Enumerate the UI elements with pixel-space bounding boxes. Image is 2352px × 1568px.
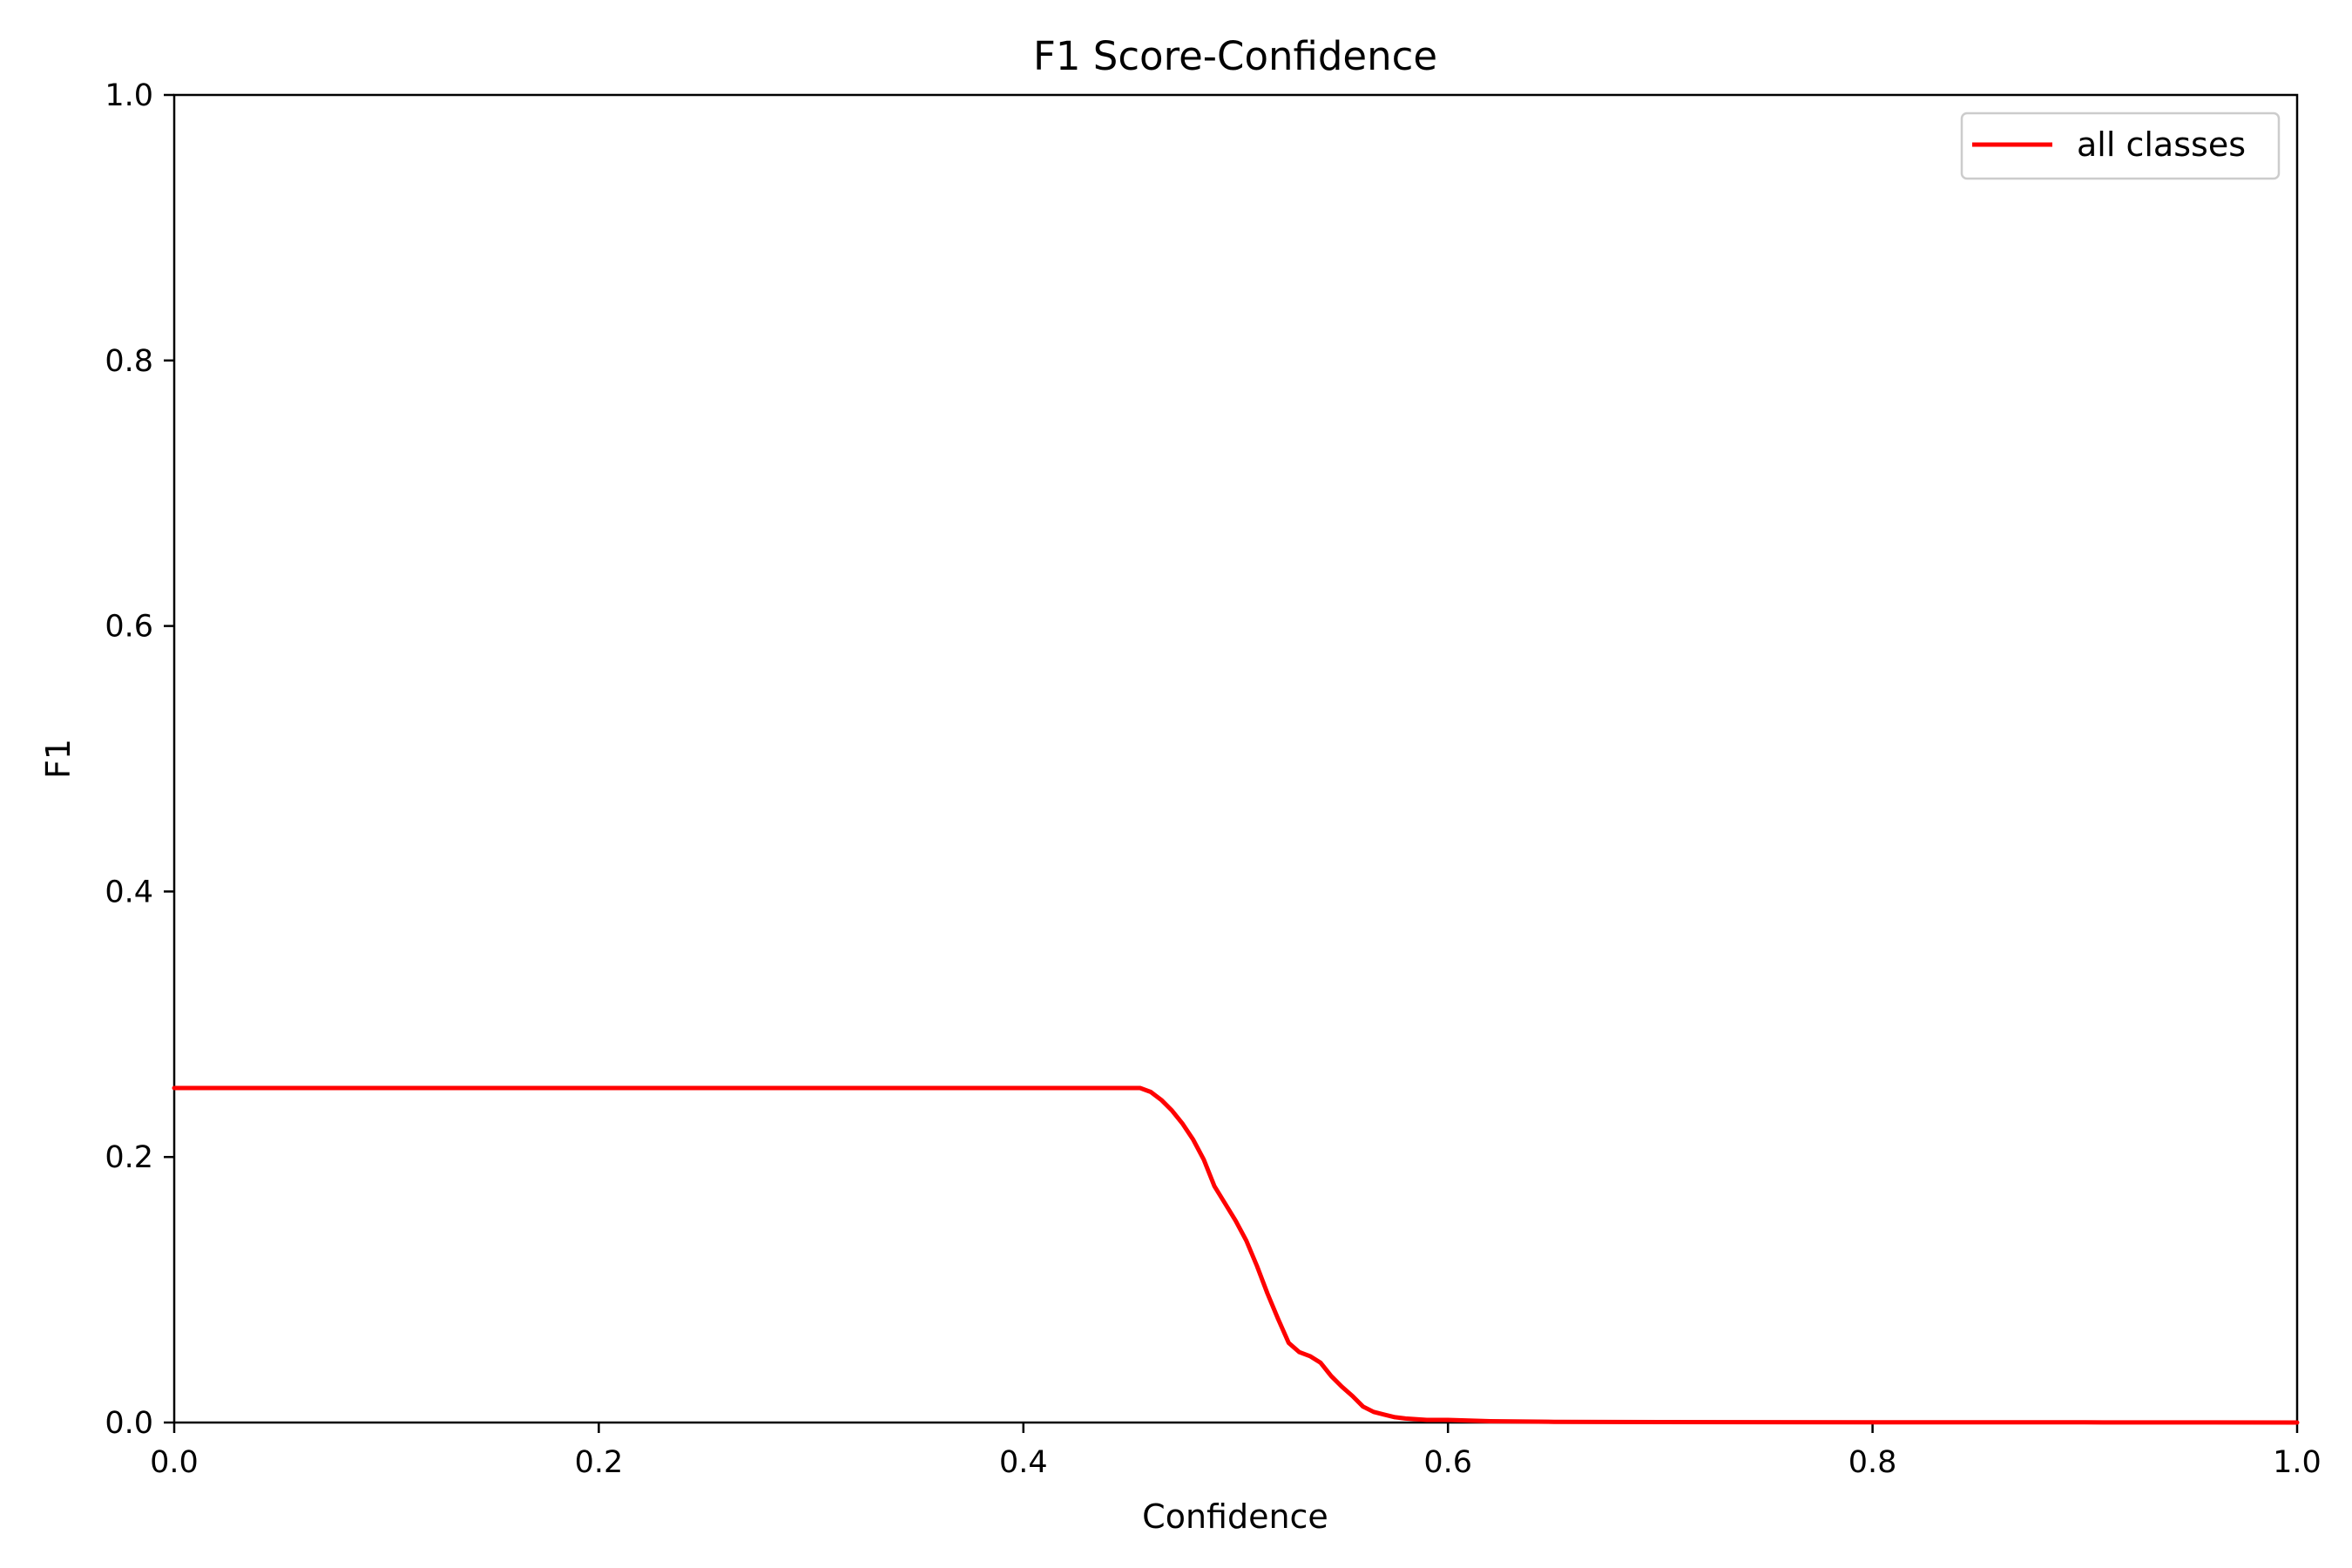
y-axis-title: F1 xyxy=(39,739,78,779)
y-tick-label: 0.6 xyxy=(105,610,153,645)
x-axis: 0.0 0.2 0.4 0.6 0.8 1.0 xyxy=(150,1423,2322,1480)
x-tick-label: 0.6 xyxy=(1423,1445,1472,1480)
x-tick-label: 0.2 xyxy=(575,1445,624,1480)
series-line-all-classes xyxy=(172,1085,2300,1425)
x-tick-label: 0.8 xyxy=(1848,1445,1897,1480)
y-tick-label: 1.0 xyxy=(105,78,153,113)
x-tick-label: 0.0 xyxy=(150,1445,199,1480)
y-tick-label: 0.2 xyxy=(105,1140,153,1175)
x-tick-label: 0.4 xyxy=(999,1445,1048,1480)
x-tick-label: 1.0 xyxy=(2273,1445,2322,1480)
plot-frame xyxy=(172,93,2299,1424)
y-tick-label: 0.8 xyxy=(105,344,153,379)
y-axis: 0.0 0.2 0.4 0.6 0.8 1.0 xyxy=(105,78,174,1441)
chart-title: F1 Score-Confidence xyxy=(1033,33,1437,79)
legend-box xyxy=(1960,112,2281,180)
y-tick-label: 0.4 xyxy=(105,875,153,909)
legend-label-all-classes: all classes xyxy=(2077,125,2246,164)
legend: all classes xyxy=(1960,112,2281,180)
plot-area xyxy=(172,93,2299,1424)
y-tick-label: 0.0 xyxy=(105,1406,153,1441)
x-axis-title: Confidence xyxy=(1142,1497,1328,1536)
